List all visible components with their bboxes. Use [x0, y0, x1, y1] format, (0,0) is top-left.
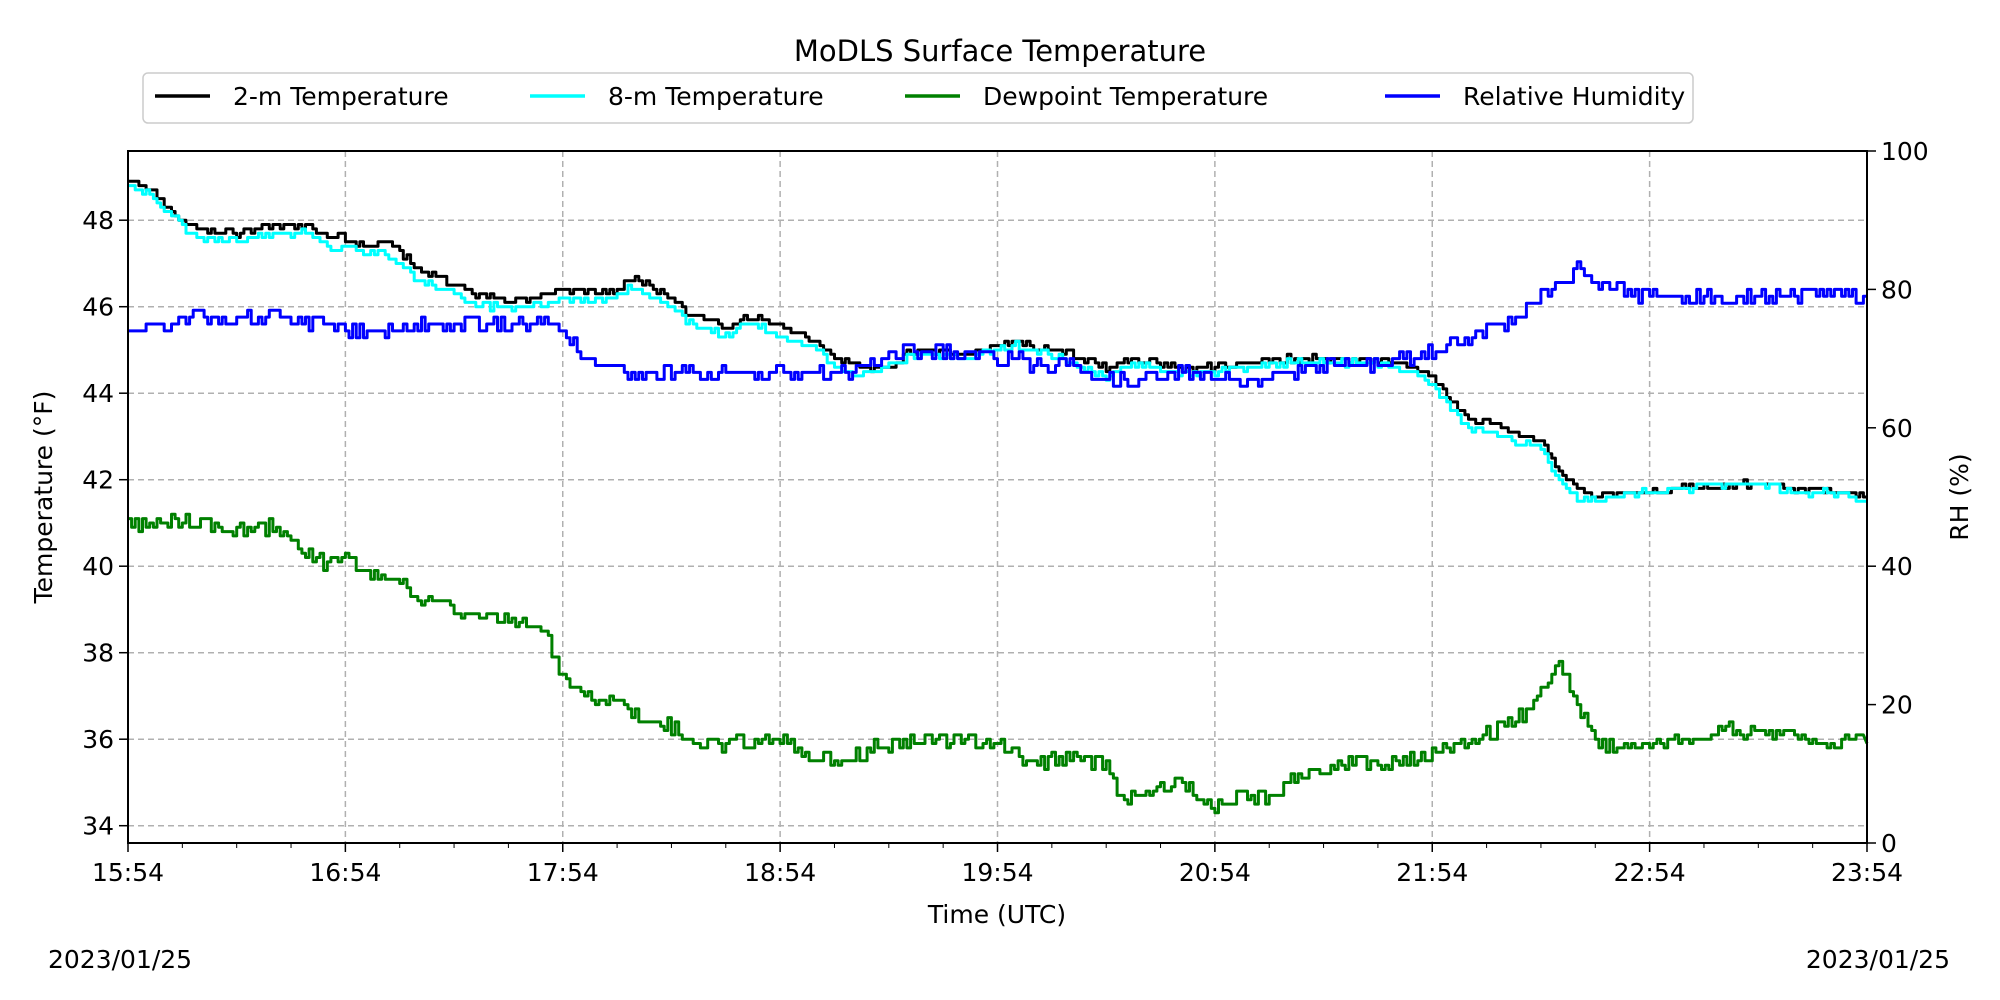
chart-title: MoDLS Surface Temperature	[794, 34, 1206, 68]
y2-tick-label: 80	[1881, 275, 1913, 304]
x-tick-label: 18:54	[744, 858, 816, 887]
series-line-8-m-temperature	[128, 184, 1867, 503]
x-tick-label: 23:54	[1831, 858, 1903, 887]
y2-tick-label: 60	[1881, 414, 1913, 443]
plot-lines	[128, 179, 1869, 815]
y2-tick-label: 100	[1881, 137, 1929, 166]
y-tick-label: 46	[82, 293, 114, 322]
x-tick-label: 16:54	[309, 858, 381, 887]
x-tick-label: 19:54	[961, 858, 1033, 887]
y-axis-label: Temperature (°F)	[29, 391, 58, 605]
x-axis: 15:54 16:54 17:54 18:54 19:54 20:54 21:54 22:54…	[92, 843, 1903, 887]
x-tick-label: 22:54	[1614, 858, 1686, 887]
y-tick-label: 40	[82, 552, 114, 581]
x-tick-label: 17:54	[527, 858, 599, 887]
y-tick-label: 48	[82, 206, 114, 235]
y-axis-left: 34 36 38 40 42 44 46 48	[82, 206, 128, 841]
x-tick-label: 20:54	[1179, 858, 1251, 887]
x-axis-label: Time (UTC)	[927, 900, 1066, 929]
y2-tick-label: 0	[1881, 829, 1897, 858]
legend-frame	[142, 72, 1694, 124]
x-tick-label: 21:54	[1396, 858, 1468, 887]
legend-label-2-m-temperature: 2-m Temperature	[233, 82, 449, 111]
series-line-dewpoint-temperature	[128, 512, 1869, 815]
y-axis-right: 0 20 40 60 80 100	[1867, 137, 1929, 858]
y-tick-label: 42	[82, 466, 114, 495]
series-line-relative-humidity	[128, 260, 1867, 388]
y-tick-label: 44	[82, 379, 114, 408]
x-tick-label: 15:54	[92, 858, 164, 887]
y-tick-label: 36	[82, 725, 114, 754]
legend-label-dewpoint-temperature: Dewpoint Temperature	[983, 82, 1268, 111]
date-right: 2023/01/25	[1806, 945, 1950, 974]
legend: 2-m Temperature 8-m Temperature Dewpoint T…	[142, 72, 1694, 124]
y2-tick-label: 40	[1881, 552, 1913, 581]
date-left: 2023/01/25	[48, 945, 192, 974]
legend-label-relative-humidity: Relative Humidity	[1463, 82, 1685, 111]
y2-tick-label: 20	[1881, 691, 1913, 720]
y-tick-label: 34	[82, 812, 114, 841]
y-tick-label: 38	[82, 639, 114, 668]
y2-axis-label: RH (%)	[1945, 453, 1974, 540]
legend-label-8-m-temperature: 8-m Temperature	[608, 82, 824, 111]
